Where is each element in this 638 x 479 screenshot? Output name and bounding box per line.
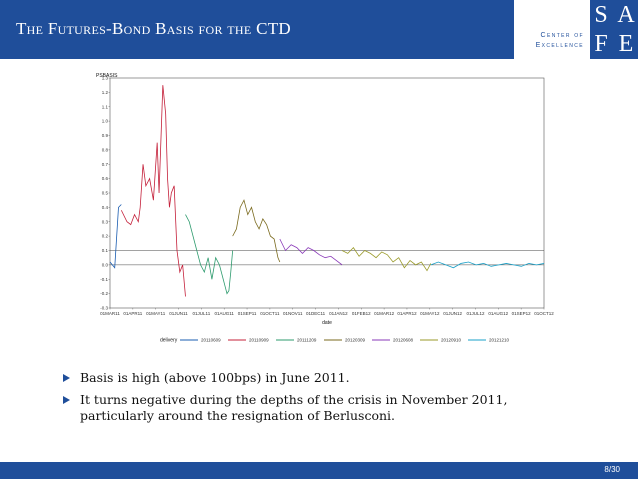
legend-label: 20110609 bbox=[201, 338, 221, 343]
page-number: 8/30 bbox=[604, 465, 620, 474]
logo-letter-a: A bbox=[617, 2, 635, 28]
x-tick-label: 01JUL12 bbox=[466, 311, 485, 316]
series-line bbox=[185, 214, 234, 295]
plot-frame bbox=[109, 77, 545, 309]
y-tick-label: 0.5 bbox=[102, 191, 109, 196]
logo-line-1: Center of bbox=[540, 32, 584, 39]
logo-letter-e: E bbox=[618, 31, 634, 57]
logo-letter-grid: S A F E bbox=[590, 0, 638, 59]
legend-title: delivery bbox=[160, 338, 178, 344]
legend-label: 20111209 bbox=[297, 338, 317, 343]
x-tick-label: 01OCT12 bbox=[534, 311, 554, 316]
x-tick-label: 01APR11 bbox=[123, 311, 142, 316]
bullet-text: Basis is high (above 100bps) in June 201… bbox=[80, 370, 350, 385]
x-tick-label: 01JUL11 bbox=[193, 311, 211, 316]
bullet-arrow-icon bbox=[63, 396, 70, 404]
x-tick-label: 01OCT11 bbox=[260, 311, 280, 316]
logo-letter-f: F bbox=[594, 31, 608, 57]
x-tick-label: 01FEB12 bbox=[352, 311, 371, 316]
y-tick-label: 0.3 bbox=[102, 219, 109, 224]
y-tick-label: -0.3 bbox=[100, 306, 108, 311]
legend-label: 20121210 bbox=[489, 338, 510, 343]
x-tick-label: 01JAN12 bbox=[329, 311, 348, 316]
legend-label: 20120309 bbox=[345, 338, 366, 343]
x-tick-label: 01JUN12 bbox=[443, 311, 462, 316]
basis-chart: 1.3 1.2 1.1 1.0 0.9 0.8 0.7 0.6 0.5 0.4 0.3 0.2 0.1 0… bbox=[96, 73, 554, 344]
x-tick-label: 01JUN11 bbox=[169, 311, 188, 316]
x-tick-label: 01AUG12 bbox=[488, 311, 508, 316]
x-tick-label: 01DEC11 bbox=[306, 311, 326, 316]
y-tick-label: -0.2 bbox=[100, 291, 108, 296]
series-line bbox=[120, 85, 186, 297]
x-tick-label: 01APR12 bbox=[397, 311, 417, 316]
legend-label: 20120910 bbox=[441, 338, 462, 343]
logo-subtitle: Center of Excellence bbox=[520, 31, 584, 51]
y-tick-label: 1.0 bbox=[102, 119, 109, 124]
bullet-item: Basis is high (above 100bps) in June 201… bbox=[60, 370, 580, 386]
y-tick-label: 1.1 bbox=[102, 104, 109, 109]
x-tick-label: 01MAY11 bbox=[146, 311, 166, 316]
slide-footer: 8/30 bbox=[0, 462, 638, 479]
y-axis-label: PSBASIS bbox=[96, 73, 118, 79]
x-tick-label: 01SEP11 bbox=[238, 311, 257, 316]
x-tick-label: 01MAY12 bbox=[420, 311, 440, 316]
x-tick-label: 01MAR11 bbox=[100, 311, 120, 316]
x-axis-label: date bbox=[322, 320, 332, 326]
logo-line-2: Excellence bbox=[535, 42, 584, 49]
bullet-arrow-icon bbox=[63, 374, 70, 382]
safe-logo: Center of Excellence S A F E bbox=[514, 0, 638, 59]
y-tick-label: -0.1 bbox=[100, 277, 108, 282]
series-line bbox=[232, 199, 281, 263]
x-tick-label: 01NOV11 bbox=[283, 311, 303, 316]
legend-label: 20110909 bbox=[249, 338, 269, 343]
bullet-list: Basis is high (above 100bps) in June 201… bbox=[60, 370, 580, 430]
bullet-item: It turns negative during the depths of t… bbox=[60, 392, 580, 424]
bullet-text: It turns negative during the depths of t… bbox=[80, 392, 508, 423]
series-line bbox=[430, 261, 545, 269]
y-tick-label: 0.7 bbox=[102, 162, 109, 167]
series-line bbox=[109, 204, 122, 269]
y-tick-label: 0.8 bbox=[102, 147, 109, 152]
y-tick-label: 0.6 bbox=[102, 176, 109, 181]
x-tick-label: 01AUG11 bbox=[214, 311, 234, 316]
x-tick-label: 01MAR12 bbox=[374, 311, 395, 316]
y-tick-label: 1.2 bbox=[102, 90, 109, 95]
y-tick-label: 0.1 bbox=[102, 248, 109, 253]
logo-letter-s: S bbox=[594, 2, 608, 28]
legend-label: 20120608 bbox=[393, 338, 414, 343]
y-tick-label: 0.4 bbox=[102, 205, 109, 210]
series-line bbox=[279, 238, 343, 266]
y-tick-label: 0.2 bbox=[102, 234, 109, 239]
slide-title: The Futures-Bond Basis for the CTD bbox=[16, 19, 291, 38]
y-tick-label: 1.3 bbox=[102, 76, 109, 81]
y-tick-label: 0.0 bbox=[102, 262, 109, 267]
x-tick-label: 01SEP12 bbox=[512, 311, 532, 316]
slide-header: The Futures-Bond Basis for the CTD Cente… bbox=[0, 0, 638, 59]
y-tick-label: 0.9 bbox=[102, 133, 109, 138]
series-line bbox=[341, 246, 432, 272]
